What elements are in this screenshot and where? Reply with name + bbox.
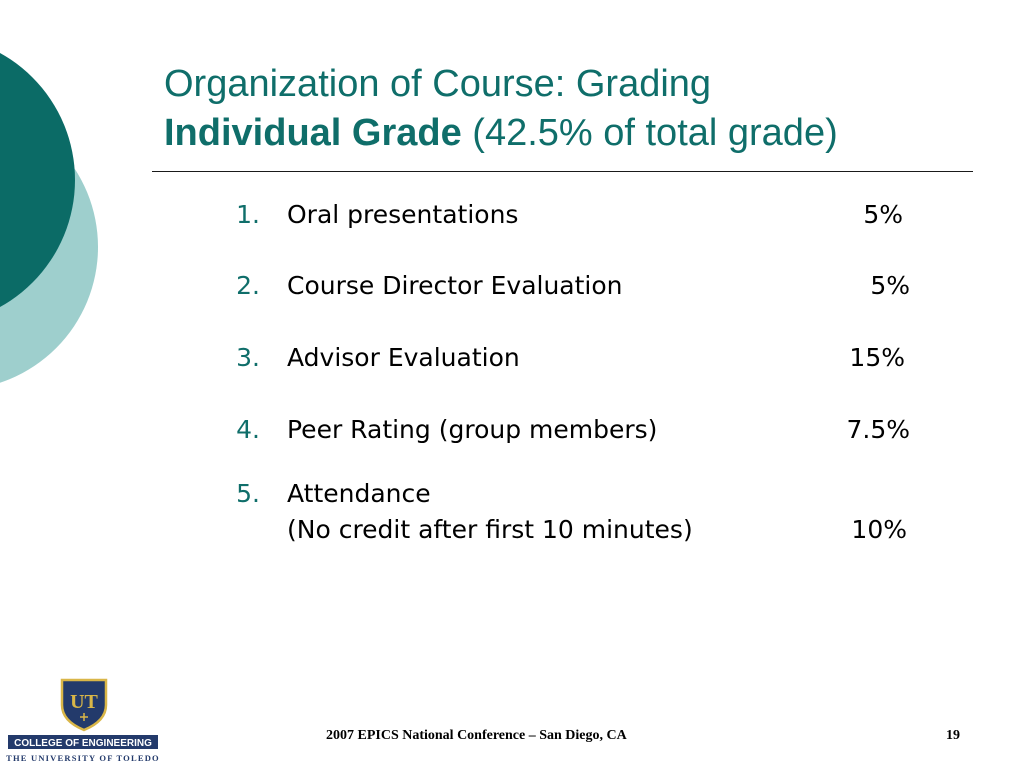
item-label: Advisor Evaluation [287,343,520,372]
list-item: 4. Peer Rating (group members) 7.5% [0,415,1024,455]
title-line-1: Organization of Course: Grading [164,63,712,105]
item-number: 5. [236,479,260,508]
item-label: Oral presentations [287,200,519,229]
logo-college: COLLEGE OF ENGINEERING [14,738,152,749]
item-label: Attendance [287,479,431,508]
title-bold-part: Individual Grade [164,112,462,154]
item-number: 3. [236,343,260,372]
item-percent: 5% [870,271,910,300]
page-number: 19 [946,728,960,743]
title-divider [152,171,973,172]
title-rest: (42.5% of total grade) [461,112,838,154]
shield-icon: UT [60,678,108,732]
logo-monogram: UT [70,691,98,713]
item-number: 4. [236,415,260,444]
list-item: 1. Oral presentations 5% [0,200,1024,240]
item-number: 1. [236,200,260,229]
item-percent: 7.5% [846,415,910,444]
list-item: 5. Attendance (No credit after first 10 … [0,479,1024,559]
item-label: Peer Rating (group members) [287,415,658,444]
item-percent: 5% [863,200,903,229]
university-logo: UT COLLEGE OF ENGINEERING THE UNIVERSITY… [6,678,160,763]
list-item: 3. Advisor Evaluation 15% [0,343,1024,383]
list-item: 2. Course Director Evaluation 5% [0,271,1024,311]
item-percent: 15% [849,343,905,372]
dark-teal-circle [0,53,75,307]
item-label: Course Director Evaluation [287,271,623,300]
slide-title: Organization of Course: Grading Individu… [164,60,838,158]
decorative-circles [0,53,98,383]
logo-university: THE UNIVERSITY OF TOLEDO [6,753,160,763]
item-percent: 10% [851,515,907,544]
item-label-line-2: (No credit after first 10 minutes) [287,515,693,544]
footer-conference: 2007 EPICS National Conference – San Die… [326,728,627,743]
item-number: 2. [236,271,260,300]
